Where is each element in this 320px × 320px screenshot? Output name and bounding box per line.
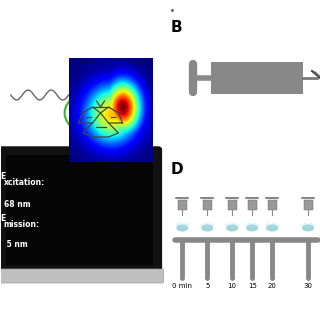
Bar <box>6 155 153 265</box>
Text: 30: 30 <box>304 283 313 289</box>
Bar <box>248 200 257 210</box>
Ellipse shape <box>302 225 314 231</box>
Ellipse shape <box>176 225 188 231</box>
Text: 0 min: 0 min <box>172 283 192 289</box>
Bar <box>203 200 212 210</box>
Text: xcitation:: xcitation: <box>4 178 45 187</box>
Text: D: D <box>170 162 183 177</box>
Bar <box>228 200 237 210</box>
Text: 10: 10 <box>228 283 237 289</box>
Text: 20: 20 <box>268 283 276 289</box>
Text: B: B <box>170 20 182 35</box>
FancyBboxPatch shape <box>0 269 164 283</box>
Bar <box>268 200 277 210</box>
Text: 15: 15 <box>248 283 257 289</box>
FancyBboxPatch shape <box>0 148 160 272</box>
Text: 68 nm: 68 nm <box>4 200 30 209</box>
Text: 5: 5 <box>205 283 210 289</box>
Ellipse shape <box>266 225 278 231</box>
Text: 5 nm: 5 nm <box>4 240 28 249</box>
Text: mission:: mission: <box>4 220 40 229</box>
Ellipse shape <box>201 225 213 231</box>
Ellipse shape <box>246 225 258 231</box>
Ellipse shape <box>226 225 238 231</box>
Bar <box>304 200 313 210</box>
Bar <box>211 62 303 94</box>
Text: E: E <box>0 172 5 181</box>
Text: E: E <box>0 214 5 223</box>
Bar <box>178 200 187 210</box>
